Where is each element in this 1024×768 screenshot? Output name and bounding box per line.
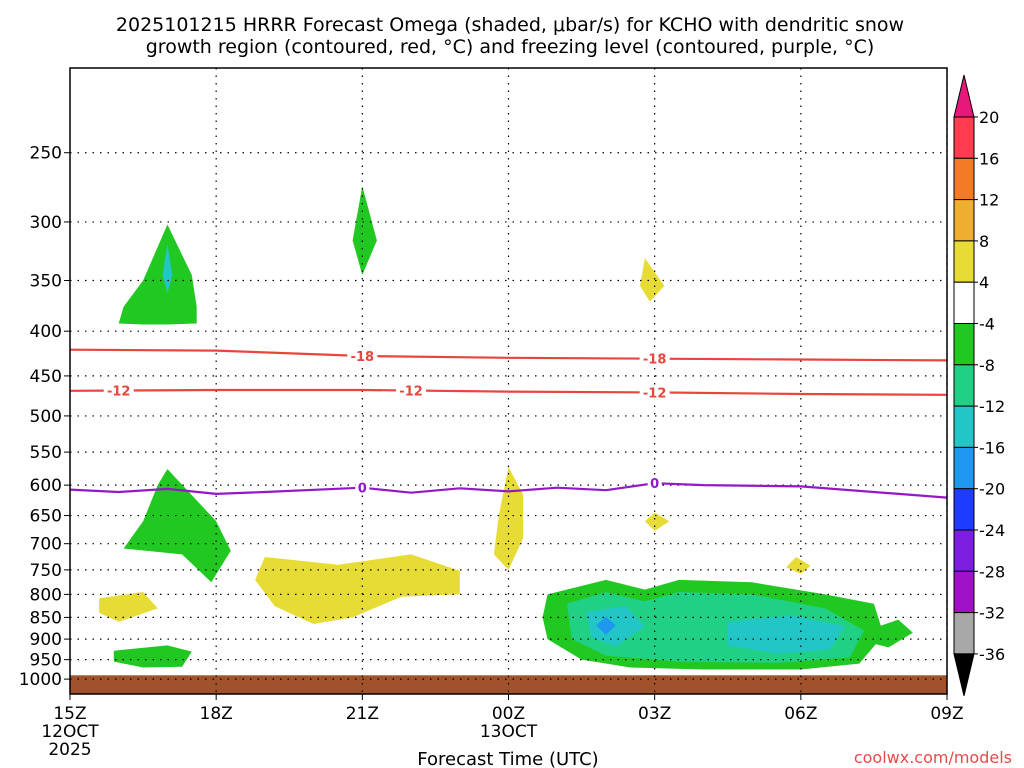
- dendritic-18-label-bg: [347, 348, 378, 363]
- freezing-0-label: 0: [650, 477, 659, 492]
- y-tick-label-250: 250: [30, 144, 62, 164]
- colorbar-segment-10: [953, 529, 975, 572]
- dendritic-12-label: -12: [399, 385, 423, 400]
- dendritic-18-label: -18: [351, 350, 375, 365]
- omega-green-upper-left: [118, 224, 197, 325]
- y-tick-label-300: 300: [30, 213, 62, 233]
- dendritic-18-line: [69, 348, 948, 362]
- terrain-layer: [70, 675, 947, 694]
- chart-title-line2: growth region (contoured, red, °C) and f…: [146, 36, 875, 58]
- x-tick-sublabel-12OCT: 12OCT: [41, 722, 99, 742]
- freezing-0-label-bg: [647, 476, 662, 491]
- omega-blue-left-low: [596, 616, 616, 635]
- colorbar-segment-0: [953, 116, 975, 159]
- x-tick-label-15Z: 15Z: [53, 704, 86, 724]
- colorbar-segment-3: [953, 240, 975, 283]
- dendritic-12-label-bg: [103, 383, 134, 398]
- omega-green-left-low: [113, 645, 192, 668]
- colorbar-label--4: -4: [979, 315, 995, 334]
- dendritic-12-line: [69, 388, 948, 396]
- y-tick-label-350: 350: [30, 271, 62, 291]
- colorbar: 20 16 12 8 4 -4 -8 -12 -16 -20 -24 -28 -32 -36: [953, 74, 1005, 697]
- omega-yellow-03z-small: [644, 512, 670, 531]
- colorbar-label--28: -28: [979, 562, 1005, 581]
- dendritic-12-label: -12: [643, 386, 667, 401]
- omega-yellow-06z-small: [786, 557, 811, 574]
- colorbar-label-8: 8: [979, 232, 989, 251]
- watermark-text: coolwx.com/models: [854, 748, 1012, 767]
- dendritic-18-label-bg: [639, 351, 670, 366]
- colorbar-label--32: -32: [979, 604, 1005, 623]
- colorbar-segment-12: [953, 612, 975, 655]
- y-axis-labels: 2503003504004505005506006507007508008509…: [19, 144, 70, 690]
- omega-regions: [99, 186, 913, 670]
- omega-cyan-right-low: [727, 615, 845, 654]
- colorbar-segment-6: [953, 364, 975, 407]
- colorbar-segment-2: [953, 199, 975, 242]
- omega-blue-upper-left: [162, 244, 173, 294]
- omega-cyan-left-low: [586, 606, 645, 647]
- colorbar-label-16: 16: [979, 149, 999, 168]
- freezing-0-label: 0: [358, 482, 367, 497]
- colorbar-label--24: -24: [979, 521, 1005, 540]
- x-tick-label-06Z: 06Z: [784, 704, 817, 724]
- y-tick-label-600: 600: [30, 476, 62, 496]
- colorbar-label-4: 4: [979, 273, 989, 292]
- y-tick-label-1000: 1000: [19, 670, 62, 690]
- y-tick-label-750: 750: [30, 561, 62, 581]
- colorbar-label-12: 12: [979, 191, 999, 210]
- colorbar-label-20: 20: [979, 108, 999, 127]
- y-tick-label-400: 400: [30, 322, 62, 342]
- y-tick-label-800: 800: [30, 585, 62, 605]
- x-tick-label-09Z: 09Z: [930, 704, 963, 724]
- dendritic-18-label: -18: [643, 353, 667, 368]
- x-tick-label-03Z: 03Z: [638, 704, 671, 724]
- omega-yellow-left-small: [99, 592, 158, 622]
- x-tick-label-21Z: 21Z: [346, 704, 379, 724]
- colorbar-label--36: -36: [979, 645, 1005, 664]
- x-tick-label-00Z: 00Z: [492, 704, 525, 724]
- omega-yellow-02z-upper: [640, 258, 665, 302]
- x-tick-sublabel-2025: 2025: [48, 740, 91, 760]
- y-tick-label-700: 700: [30, 535, 62, 555]
- dendritic-12-label-bg: [396, 383, 427, 398]
- colorbar-segment-9: [953, 488, 975, 531]
- colorbar-segment-5: [953, 323, 975, 366]
- colorbar-label--8: -8: [979, 356, 995, 375]
- x-tick-label-18Z: 18Z: [200, 704, 233, 724]
- colorbar-segment-4: [953, 281, 975, 325]
- dendritic-12-label: -12: [107, 385, 131, 400]
- y-tick-label-900: 900: [30, 630, 62, 650]
- colorbar-label--16: -16: [979, 438, 1005, 457]
- surface-ground: [70, 675, 947, 694]
- y-tick-label-550: 550: [30, 443, 62, 463]
- colorbar-segment-11: [953, 570, 975, 614]
- colorbar-label--20: -20: [979, 480, 1005, 499]
- colorbar-top-arrow: [953, 74, 975, 118]
- dendritic-12-label-bg: [639, 385, 670, 400]
- y-tick-label-850: 850: [30, 608, 62, 628]
- omega-green-right-small: [864, 619, 913, 648]
- colorbar-bottom-arrow: [953, 653, 975, 697]
- y-tick-label-950: 950: [30, 651, 62, 671]
- chart-title-line1: 2025101215 HRRR Forecast Omega (shaded, …: [116, 14, 904, 36]
- y-tick-label-500: 500: [30, 407, 62, 427]
- temperature-contours: -18 -18 -12 -12 -12 0 0: [69, 348, 948, 499]
- x-axis-title: Forecast Time (UTC): [417, 749, 598, 768]
- freezing-0-line: [69, 482, 948, 499]
- colorbar-segment-7: [953, 405, 975, 448]
- freezing-0-label-bg: [355, 480, 370, 495]
- y-tick-label-650: 650: [30, 507, 62, 527]
- y-tick-label-450: 450: [30, 367, 62, 387]
- colorbar-segment-8: [953, 446, 975, 490]
- x-tick-sublabel-13OCT: 13OCT: [480, 722, 538, 742]
- omega-yellow-big: [255, 554, 460, 624]
- colorbar-label--12: -12: [979, 397, 1005, 416]
- omega-green-mid-left: [123, 469, 231, 583]
- omega-green-21z: [352, 186, 377, 275]
- colorbar-segment-1: [953, 157, 975, 201]
